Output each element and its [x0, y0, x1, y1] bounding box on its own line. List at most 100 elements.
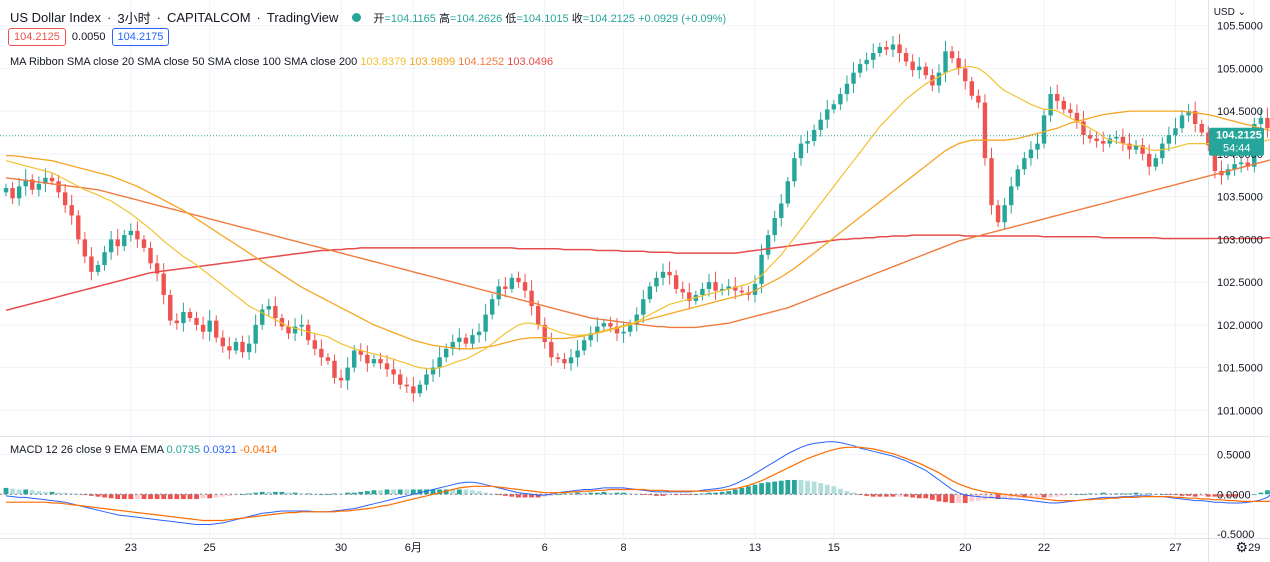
candle-body — [752, 283, 758, 295]
macd-histogram-bar — [470, 490, 475, 495]
candle-body — [391, 369, 396, 375]
candle-body — [903, 53, 909, 62]
candle-body — [700, 288, 705, 295]
gear-icon[interactable]: ⚙ — [1235, 539, 1248, 555]
candle-body — [312, 340, 317, 349]
candle-body — [982, 102, 988, 159]
candle-body — [857, 64, 863, 73]
candle-body — [378, 359, 383, 364]
candle-body — [785, 181, 791, 204]
macd-histogram-bar — [1258, 492, 1264, 495]
macd-histogram-bar — [213, 494, 219, 498]
macd-histogram-bar — [509, 494, 515, 497]
macd-histogram-bar — [207, 494, 213, 499]
candle-body — [772, 218, 777, 236]
macd-histogram-bar — [594, 492, 600, 495]
candle-body — [1022, 158, 1027, 170]
macd-histogram-bar — [759, 483, 764, 495]
macd-histogram-bar — [1232, 494, 1237, 497]
candle-body — [1087, 135, 1093, 139]
macd-histogram-bar — [975, 494, 981, 501]
macd-histogram-bar — [312, 494, 318, 496]
macd-histogram-bar — [1205, 494, 1211, 497]
candle-body — [1192, 111, 1198, 124]
macd-histogram-bar — [929, 494, 935, 500]
candle-body — [1041, 115, 1047, 144]
macd-histogram-bar — [483, 492, 489, 495]
macd-histogram-bar — [384, 489, 390, 495]
buy-price-button[interactable]: 104.2175 — [111, 28, 170, 46]
macd-histogram-bar — [417, 489, 423, 495]
macd-histogram-bar — [1238, 494, 1244, 496]
candle-body — [1094, 138, 1099, 142]
ma-ribbon-label: MA Ribbon SMA close 20 SMA close 50 SMA … — [10, 56, 358, 68]
macd-histogram-bar — [102, 494, 107, 498]
candle-body — [404, 384, 409, 387]
macd-histogram-bar — [660, 494, 666, 496]
candle-body — [76, 215, 81, 240]
macd-line-value: 0.0321 — [203, 444, 237, 456]
time-axis-label: 6 — [542, 542, 548, 554]
candle-body — [358, 350, 363, 355]
interval[interactable]: 3小时 — [117, 11, 151, 26]
macd-histogram-bar — [1002, 494, 1008, 499]
candle-body — [398, 374, 403, 385]
candle-body — [851, 72, 856, 84]
price-axis-label: 104.5000 — [1217, 106, 1263, 118]
candle-body — [128, 230, 134, 236]
candle-body — [470, 335, 475, 344]
candle-body — [581, 340, 587, 351]
macd-histogram-bar — [713, 492, 718, 495]
macd-histogram-bar — [949, 494, 955, 504]
candle-body — [227, 346, 232, 351]
candle-body — [299, 324, 304, 327]
candle-body — [411, 386, 416, 394]
macd-histogram-bar — [1159, 494, 1165, 496]
macd-histogram-bar — [75, 494, 81, 496]
candle-body — [1074, 112, 1080, 122]
macd-histogram-bar — [135, 494, 140, 500]
sma20-line — [5, 66, 1270, 370]
ohlc-values: 开=104.1165 高=104.2626 低=104.1015 收=104.2… — [373, 12, 727, 25]
macd-legend[interactable]: MACD 12 26 close 9 EMA EMA 0.0735 0.0321… — [10, 444, 277, 456]
macd-histogram-bar — [1179, 494, 1185, 496]
price-axis-label: 103.0000 — [1217, 234, 1263, 246]
macd-histogram-bar — [437, 489, 443, 495]
macd-histogram-bar — [259, 491, 265, 495]
macd-histogram-bar — [654, 494, 659, 496]
macd-histogram-bar — [89, 494, 94, 496]
candle-body — [719, 288, 725, 291]
macd-histogram-bar — [1061, 494, 1067, 496]
price-axis-label: 102.0000 — [1217, 320, 1263, 332]
candle-body — [417, 384, 423, 394]
candle-body — [148, 247, 153, 264]
candle-body — [976, 95, 981, 103]
macd-histogram-bar — [995, 494, 1001, 500]
candle-body — [969, 81, 974, 96]
candle-body — [680, 288, 685, 293]
sell-price-button[interactable]: 104.2125 — [8, 28, 66, 46]
macd-histogram-bar — [962, 494, 968, 504]
ma-ribbon-legend[interactable]: MA Ribbon SMA close 20 SMA close 50 SMA … — [10, 56, 553, 68]
candle-body — [1061, 100, 1066, 110]
currency-selector[interactable]: USD ⌄ — [1213, 7, 1246, 18]
candle-body — [687, 292, 692, 301]
macd-histogram-bar — [778, 480, 784, 495]
macd-histogram-bar — [62, 492, 68, 495]
macd-signal-line — [6, 446, 1270, 522]
candle-body — [187, 312, 193, 319]
candle-body — [292, 326, 298, 334]
macd-histogram-bar — [785, 479, 791, 495]
candle-body — [838, 94, 843, 105]
candle-body — [562, 359, 567, 364]
macd-histogram-bar — [430, 489, 436, 495]
macd-histogram-bar — [246, 493, 252, 495]
candle-body — [1120, 136, 1126, 144]
candle-body — [102, 252, 107, 266]
macd-histogram-bar — [16, 489, 22, 495]
candle-body — [949, 51, 955, 59]
symbol-name[interactable]: US Dollar Index — [10, 10, 102, 25]
macd-histogram-bar — [883, 494, 889, 497]
macd-histogram-bar — [220, 494, 226, 497]
